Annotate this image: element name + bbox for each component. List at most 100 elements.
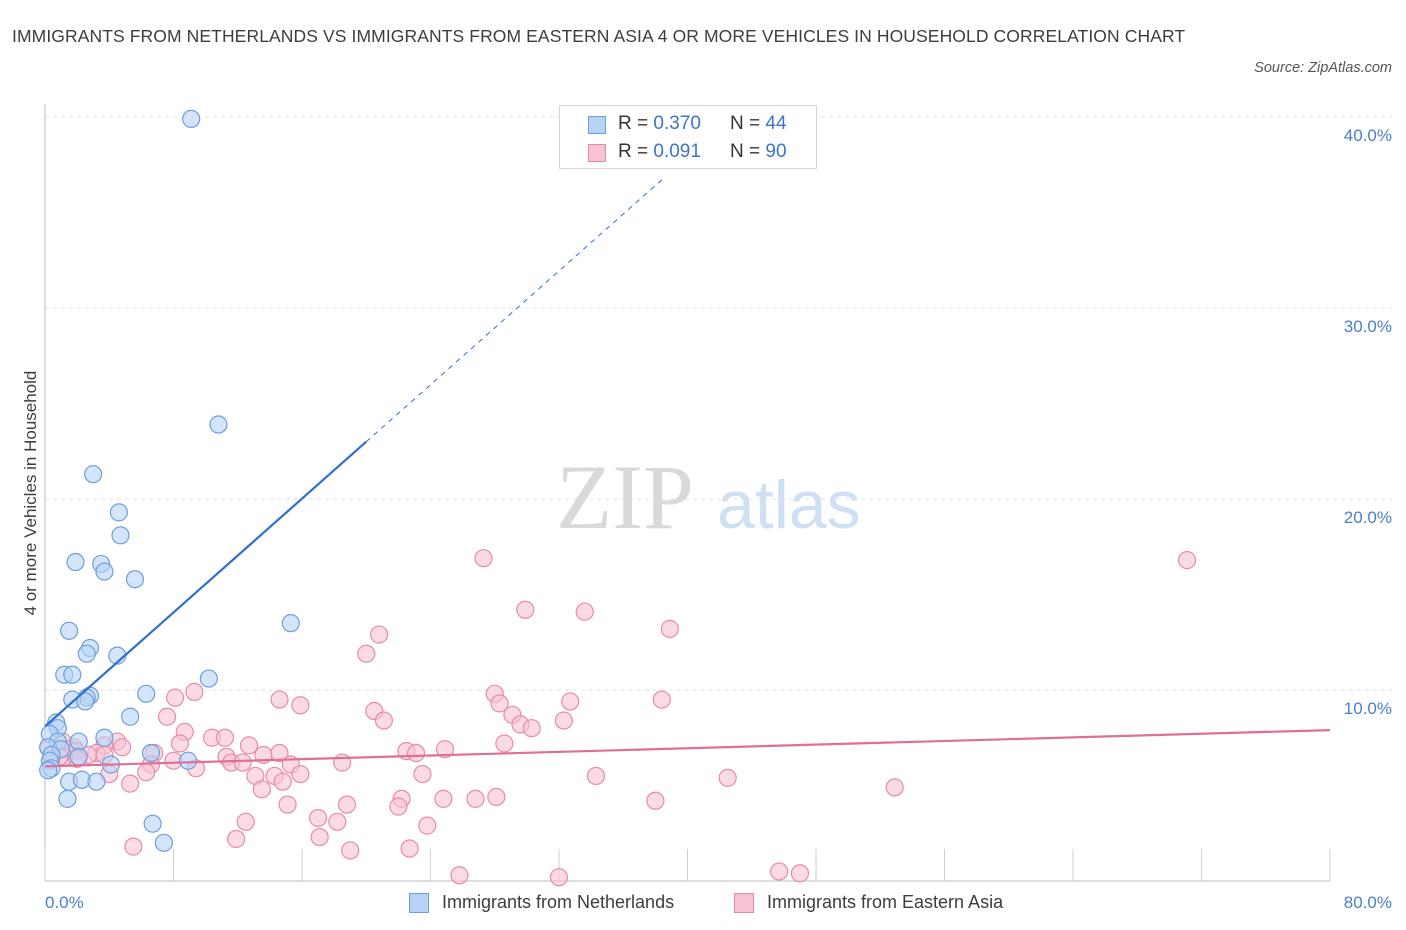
eastern-asia-point: [310, 827, 329, 847]
eastern-asia-points: [39, 549, 1197, 887]
netherlands-point: [178, 751, 198, 770]
eastern-asia-point: [121, 774, 140, 793]
tick-labels: 10.0% 20.0% 30.0% 40.0% 0.0% 80.0%: [45, 126, 1392, 912]
eastern-asia-point: [341, 841, 360, 860]
eastern-asia-point: [434, 789, 453, 808]
eastern-asia-point: [389, 797, 408, 816]
eastern-asia-point: [549, 868, 569, 887]
trendline-extension: [365, 178, 664, 443]
netherlands-point: [141, 743, 161, 763]
eastern-asia-point: [328, 812, 347, 831]
eastern-asia-point: [137, 763, 156, 782]
pink-swatch-icon: [734, 893, 754, 913]
eastern-asia-point: [450, 866, 469, 885]
eastern-asia-point: [233, 753, 252, 772]
netherlands-point: [154, 833, 173, 852]
eastern-asia-point: [215, 728, 234, 747]
netherlands-point: [87, 772, 106, 791]
eastern-asia-point: [357, 644, 376, 663]
eastern-asia-point: [660, 619, 679, 638]
netherlands-point: [182, 109, 201, 129]
netherlands-point: [281, 614, 300, 633]
n-stat: N = 90: [730, 141, 787, 163]
eastern-asia-point: [124, 837, 143, 856]
stats-row-netherlands: R = 0.370 N = 44: [560, 111, 816, 139]
netherlands-point: [39, 761, 58, 780]
netherlands-point: [125, 570, 145, 589]
r-value: 0.370: [653, 113, 701, 134]
eastern-asia-point: [112, 738, 132, 757]
netherlands-point: [121, 707, 140, 726]
netherlands-point: [59, 621, 79, 640]
eastern-asia-point: [278, 795, 297, 814]
eastern-asia-point: [516, 600, 535, 619]
y-tick-label: 10.0%: [1344, 699, 1392, 718]
eastern-asia-point: [185, 682, 204, 702]
eastern-asia-point: [490, 694, 509, 713]
eastern-asia-point: [370, 625, 389, 644]
netherlands-point: [76, 692, 95, 711]
eastern-asia-point: [413, 764, 432, 784]
series-legend: Immigrants from Netherlands Immigrants f…: [0, 888, 1406, 918]
eastern-asia-point: [561, 692, 580, 711]
netherlands-point: [69, 732, 88, 751]
pink-swatch-icon: [588, 144, 606, 162]
eastern-asia-point: [646, 791, 665, 810]
eastern-asia-point: [885, 778, 904, 797]
eastern-asia-point: [157, 707, 177, 726]
eastern-asia-point: [236, 812, 255, 831]
eastern-asia-point: [586, 766, 606, 786]
n-value: 90: [765, 141, 787, 162]
stats-row-eastern-asia: R = 0.091 N = 90: [560, 139, 816, 167]
trendline-netherlands: [44, 440, 367, 728]
eastern-asia-point: [435, 740, 455, 759]
eastern-asia-point: [227, 829, 246, 849]
eastern-asia-point: [790, 864, 810, 883]
y-tick-label: 30.0%: [1344, 317, 1392, 336]
watermark-atlas: atlas: [717, 467, 861, 543]
watermark: ZIP atlas: [556, 446, 861, 548]
legend-label: Immigrants from Netherlands: [442, 892, 675, 912]
eastern-asia-point: [418, 816, 437, 835]
eastern-asia-point: [652, 690, 671, 709]
eastern-asia-point: [308, 808, 328, 828]
eastern-asia-point: [522, 719, 541, 738]
n-value: 44: [765, 113, 787, 134]
netherlands-point: [111, 526, 130, 545]
netherlands-point: [58, 789, 77, 808]
y-tick-label: 20.0%: [1344, 508, 1392, 527]
eastern-asia-point: [170, 734, 190, 753]
r-value: 0.091: [653, 141, 701, 162]
y-axis-label: 4 or more Vehicles in Household: [21, 371, 40, 616]
eastern-asia-point: [239, 736, 259, 755]
eastern-asia-point: [374, 711, 394, 730]
netherlands-point: [143, 814, 162, 833]
netherlands-point: [199, 669, 218, 688]
eastern-asia-point: [769, 862, 789, 881]
watermark-zip: ZIP: [556, 446, 694, 548]
r-stat: R = 0.091: [618, 141, 701, 163]
legend-label: Immigrants from Eastern Asia: [767, 892, 1004, 912]
eastern-asia-point: [487, 787, 506, 807]
blue-swatch-icon: [588, 116, 606, 134]
eastern-asia-point: [406, 743, 426, 763]
stats-legend: R = 0.370 N = 44 R = 0.091 N = 90: [559, 105, 817, 169]
eastern-asia-point: [252, 780, 271, 799]
eastern-asia-point: [291, 764, 310, 784]
r-label: R =: [618, 141, 654, 162]
y-tick-label: 40.0%: [1344, 126, 1392, 145]
n-stat: N = 44: [730, 113, 787, 135]
r-stat: R = 0.370: [618, 113, 701, 135]
eastern-asia-point: [554, 711, 573, 730]
netherlands-point: [77, 644, 96, 663]
x-tick-label: 0.0%: [45, 893, 84, 912]
eastern-asia-point: [333, 753, 352, 772]
trendline-eastern-asia: [44, 729, 1331, 768]
eastern-asia-point: [575, 602, 594, 621]
eastern-asia-point: [270, 743, 289, 763]
eastern-asia-point: [718, 768, 737, 787]
netherlands-point: [69, 747, 88, 766]
eastern-asia-point: [166, 688, 185, 707]
trendlines: [44, 178, 1331, 768]
